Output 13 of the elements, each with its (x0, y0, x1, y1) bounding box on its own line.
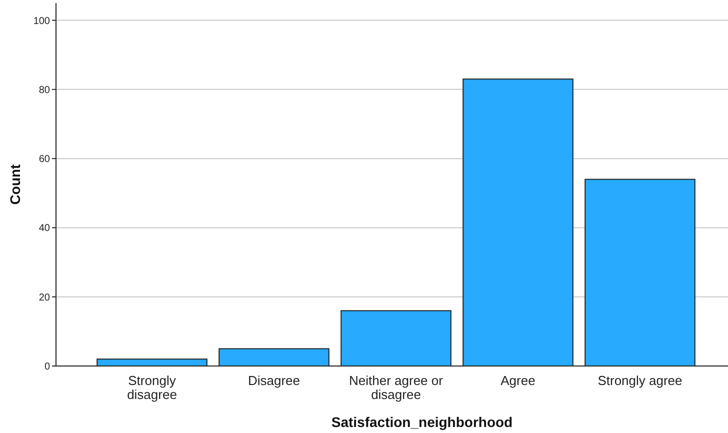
y-tick-label: 80 (38, 84, 50, 96)
x-tick-label: Strongly disagree (127, 373, 177, 402)
x-tick-label: Neither agree or disagree (349, 373, 444, 402)
y-tick-label: 0 (44, 362, 50, 372)
x-axis-title: Satisfaction_neighborhood (331, 414, 513, 430)
y-tick-label: 40 (38, 223, 50, 234)
y-tick-label: 20 (38, 292, 50, 304)
x-tick-label: Disagree (248, 373, 300, 388)
y-tick-label: 60 (38, 154, 50, 166)
y-axis-title: Count (7, 164, 23, 205)
x-tick-label: Strongly agree (598, 373, 682, 388)
x-tick-label: Agree (500, 373, 536, 388)
y-tick-label: 100 (33, 16, 50, 27)
